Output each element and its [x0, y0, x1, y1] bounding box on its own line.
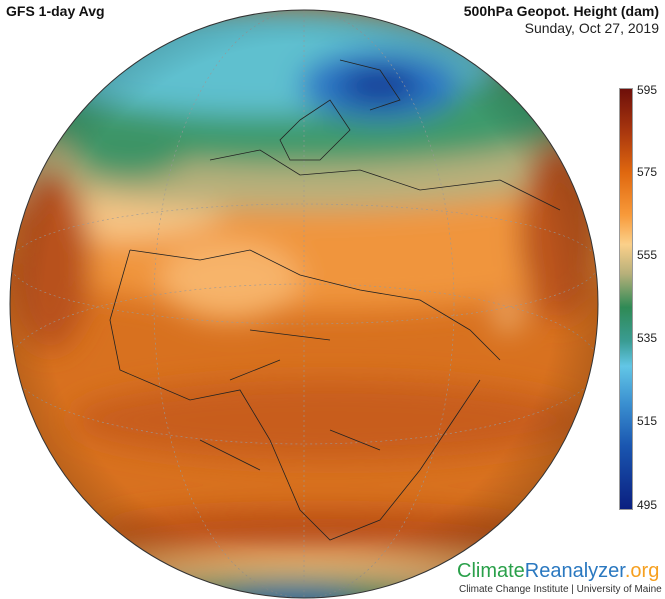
date-label: Sunday, Oct 27, 2019: [524, 20, 659, 36]
model-title: GFS 1-day Avg: [6, 3, 105, 19]
colorbar-tick: 555: [637, 248, 658, 262]
colorbar-tick: 595: [637, 83, 658, 97]
colorbar-tick: 535: [637, 331, 658, 345]
variable-title: 500hPa Geopot. Height (dam): [463, 3, 659, 19]
colorbar-tick: 495: [637, 498, 658, 512]
colorbar-tick: 575: [637, 165, 658, 179]
colorbar-tick: 515: [637, 414, 658, 428]
globe-outline: [9, 9, 599, 599]
climate-reanalyzer-logo: ClimateReanalyzer.org: [457, 560, 660, 582]
credit-text: Climate Change Institute | University of…: [459, 584, 662, 595]
globe-map: [9, 9, 599, 599]
colorbar: [619, 88, 633, 510]
